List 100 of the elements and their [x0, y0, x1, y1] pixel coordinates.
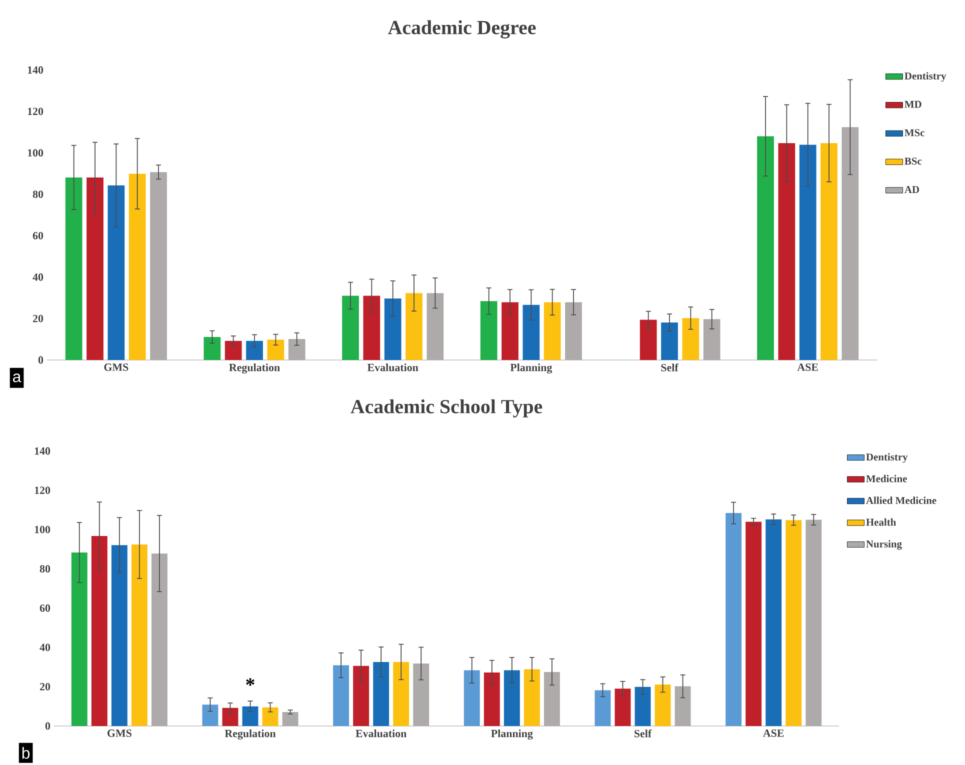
bar [111, 545, 128, 726]
annotation: * [246, 678, 254, 686]
bar [373, 662, 390, 726]
bar [757, 136, 774, 360]
bar [464, 670, 480, 726]
y-tick-label: 140 [28, 66, 44, 74]
bar [766, 519, 782, 726]
bar [426, 293, 444, 360]
y-tick-label: 100 [28, 149, 44, 157]
x-tick-label: GMS [104, 364, 128, 371]
legend-label: Nursing [866, 540, 902, 550]
bar [634, 686, 651, 726]
bar [128, 174, 146, 360]
bar [524, 669, 540, 726]
text: b [22, 747, 30, 759]
bar [726, 513, 742, 726]
bar [342, 296, 359, 360]
bar [224, 340, 242, 360]
bar [820, 143, 838, 360]
legend-label: Dentistry [866, 453, 908, 463]
bar [242, 706, 258, 726]
bar [131, 544, 148, 726]
x-tick-label: ASE [797, 364, 818, 371]
y-tick-label: 120 [28, 108, 44, 116]
bar [778, 143, 796, 360]
chart-title: Academic Degree [388, 20, 536, 38]
y-tick-label: 20 [32, 314, 44, 322]
bar [661, 322, 678, 360]
bar [799, 144, 816, 360]
y-tick-label: 60 [40, 604, 50, 612]
bar [151, 554, 168, 726]
bar [640, 320, 657, 360]
y-tick-label: 40 [32, 273, 44, 281]
bar [384, 298, 402, 360]
bar [65, 177, 82, 360]
x-tick-label: Self [661, 364, 678, 372]
bar [544, 672, 560, 726]
bar [502, 302, 518, 360]
y-tick-label: 0 [45, 722, 50, 730]
bar [363, 296, 380, 360]
bar [406, 293, 422, 360]
bar [262, 707, 278, 726]
x-tick-label: Evaluation [367, 364, 418, 372]
y-tick-label: 80 [40, 565, 50, 573]
bar [288, 339, 306, 360]
legend-label: Medicine [866, 474, 907, 482]
bar [246, 340, 263, 360]
x-tick-label: Regulation [229, 364, 280, 374]
x-tick-label: Self [634, 730, 652, 738]
y-tick-label: 80 [32, 190, 44, 198]
y-tick-label: 60 [32, 232, 44, 240]
legend-label: Dentistry [904, 72, 946, 82]
text: a [13, 374, 22, 382]
bar [86, 177, 104, 360]
bar [654, 684, 671, 726]
x-tick-label: Planning [491, 730, 533, 740]
legend-label: BSc [904, 158, 922, 165]
bar [282, 712, 298, 726]
bar [204, 336, 221, 360]
y-tick-label: 40 [40, 644, 50, 652]
bar [413, 664, 430, 726]
legend-label: MSc [904, 129, 924, 136]
bar [594, 690, 611, 726]
bar [91, 536, 108, 726]
legend-label: Health [866, 518, 896, 526]
bar [746, 522, 762, 726]
x-tick-label: Regulation [224, 730, 276, 740]
bar [682, 318, 700, 360]
y-tick-label: 100 [34, 526, 50, 534]
bar [504, 670, 520, 726]
bar [71, 552, 88, 726]
bar [565, 302, 582, 360]
bar [522, 304, 540, 360]
bar [484, 672, 500, 726]
y-tick-label: 20 [40, 683, 50, 690]
bar [674, 686, 691, 726]
bar [267, 340, 284, 360]
chart-title: Academic School Type [350, 399, 542, 418]
legend-label: Allied Medicine [866, 496, 936, 504]
y-tick-label: 120 [34, 486, 50, 494]
bar [806, 520, 822, 726]
bar [150, 172, 167, 360]
x-tick-label: Planning [510, 364, 552, 374]
legend-label: AD [904, 186, 919, 193]
bar [703, 319, 720, 360]
bar [480, 301, 498, 360]
bar [786, 520, 802, 726]
bar [202, 704, 218, 726]
y-tick-label: 0 [38, 356, 44, 364]
legend-label: MD [904, 100, 922, 108]
y-tick-label: 140 [34, 447, 50, 455]
bar [393, 662, 410, 726]
x-tick-label: ASE [763, 730, 784, 737]
bar [333, 665, 350, 726]
bar [108, 185, 125, 360]
bar [222, 708, 238, 726]
bar [544, 302, 561, 360]
bar [353, 666, 370, 726]
bar [842, 127, 859, 360]
x-tick-label: Evaluation [356, 730, 406, 738]
